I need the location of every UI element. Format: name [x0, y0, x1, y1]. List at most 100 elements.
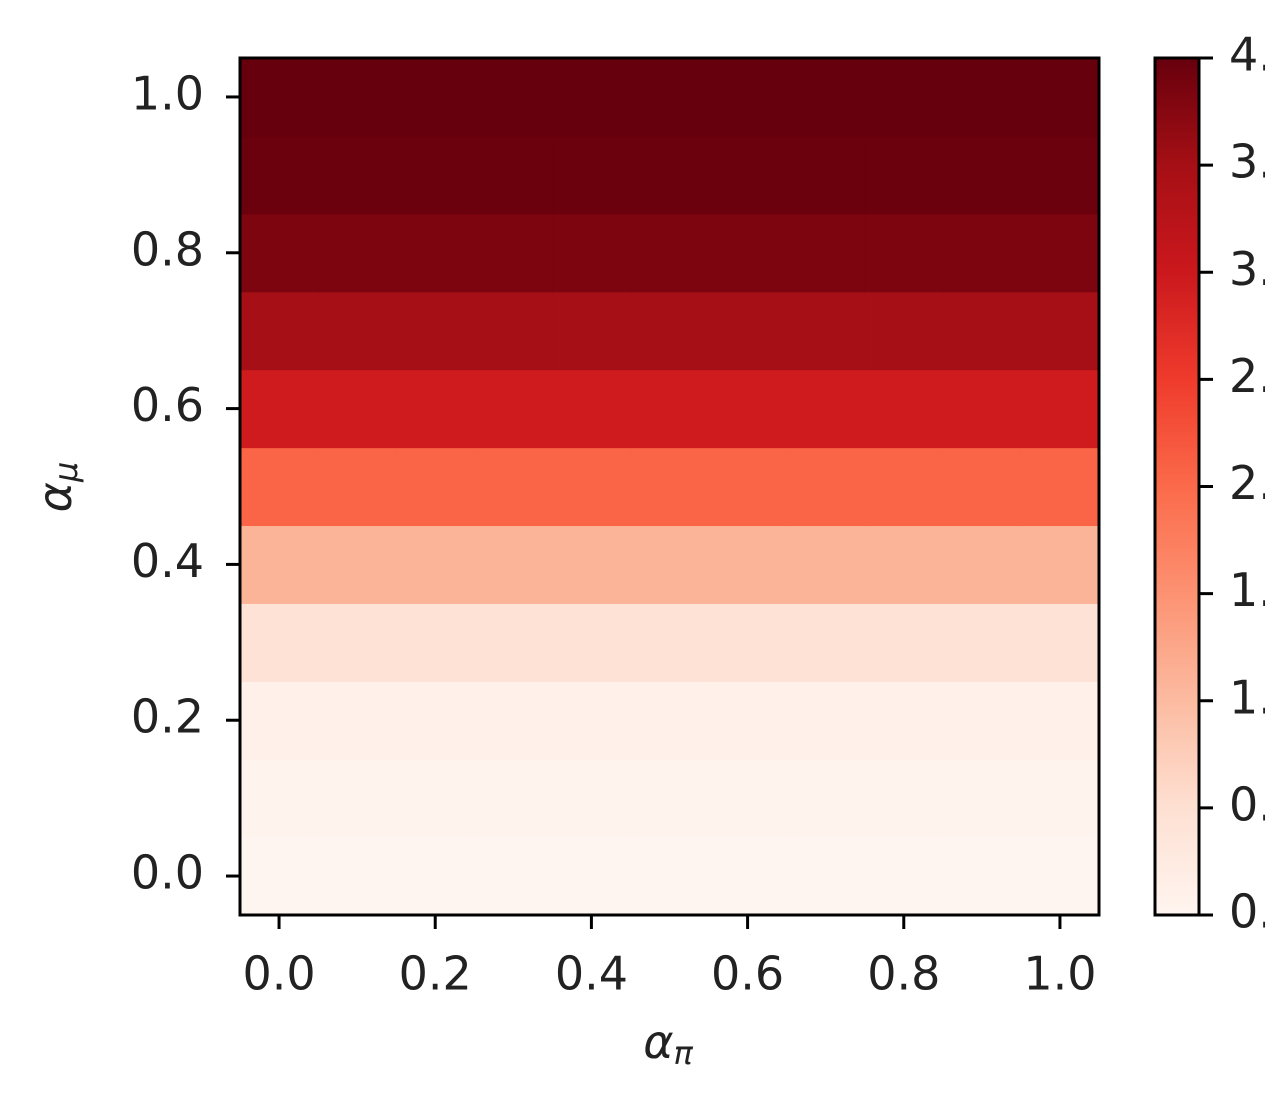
heatmap-cell	[942, 291, 1022, 371]
heatmap-cell	[1020, 447, 1100, 527]
heatmap-cell	[864, 213, 944, 293]
heatmap-cell	[318, 525, 397, 604]
heatmap-cell	[240, 603, 319, 682]
heatmap-cell	[786, 135, 866, 215]
heatmap-cell	[630, 213, 710, 293]
heatmap-cell	[864, 681, 944, 760]
y-tick-label: 0.6	[131, 378, 204, 432]
heatmap-cell	[630, 369, 710, 449]
heatmap-cell	[864, 369, 944, 449]
colorbar-tick-label: 0.5	[1229, 777, 1265, 831]
heatmap-cell	[942, 759, 1022, 838]
heatmap-cell	[1020, 58, 1100, 137]
heatmap-cell	[786, 759, 866, 838]
heatmap-cell	[396, 447, 475, 527]
heatmap-cell	[942, 369, 1022, 449]
heatmap-cell	[318, 291, 397, 371]
heatmap-cell	[318, 603, 397, 682]
heatmap-cell	[396, 369, 475, 449]
heatmap-cell	[630, 291, 710, 371]
heatmap-cell	[786, 837, 866, 916]
heatmap-cell	[942, 681, 1022, 760]
heatmap-cell	[552, 291, 632, 371]
heatmap-cell	[864, 525, 944, 604]
x-tick-label: 0.2	[399, 947, 472, 1001]
heatmap-cell	[552, 447, 632, 527]
heatmap-cell	[942, 447, 1022, 527]
heatmap-cell	[240, 837, 319, 916]
heatmap-cell	[864, 759, 944, 838]
heatmap-cell	[864, 603, 944, 682]
heatmap-cell	[708, 603, 788, 682]
heatmap-cell	[864, 447, 944, 527]
heatmap-cell	[708, 525, 788, 604]
heatmap-cell	[240, 213, 319, 293]
heatmap-cell	[318, 759, 397, 838]
heatmap-cell	[864, 58, 944, 137]
heatmap-cell	[474, 135, 553, 215]
heatmap-cell	[942, 213, 1022, 293]
heatmap-cell	[318, 135, 397, 215]
x-label-symbol: α	[643, 1015, 673, 1069]
heatmap-cell	[318, 58, 397, 137]
heatmap-cell	[240, 525, 319, 604]
y-tick-label: 0.4	[131, 534, 204, 588]
heatmap-cell	[708, 681, 788, 760]
x-tick-label: 0.0	[242, 947, 315, 1001]
heatmap-cell	[630, 759, 710, 838]
heatmap-cell	[864, 135, 944, 215]
heatmap-cell	[1020, 369, 1100, 449]
heatmap-cell	[474, 837, 553, 916]
heatmap-cell	[396, 603, 475, 682]
heatmap-cell	[474, 58, 553, 137]
heatmap-cell	[396, 291, 475, 371]
x-tick-label: 0.6	[711, 947, 784, 1001]
heatmap-cell	[474, 447, 553, 527]
heatmap-cell	[1020, 759, 1100, 838]
heatmap-cell	[474, 759, 553, 838]
colorbar-tick-label: 3.5	[1229, 135, 1265, 189]
heatmap-cell	[942, 525, 1022, 604]
heatmap-cell	[864, 837, 944, 916]
x-tick-label: 1.0	[1023, 947, 1096, 1001]
heatmap-cell	[240, 58, 319, 137]
heatmap-cell	[552, 837, 632, 916]
y-tick-label: 0.8	[131, 222, 204, 276]
heatmap-cell	[396, 681, 475, 760]
heatmap-cell	[708, 213, 788, 293]
heatmap-cell	[1020, 213, 1100, 293]
colorbar-tick-label: 0.0	[1229, 885, 1265, 939]
heatmap-cell	[552, 759, 632, 838]
heatmap-cell	[708, 58, 788, 137]
heatmap-cell	[942, 58, 1022, 137]
x-axis-label: απ	[643, 1015, 693, 1073]
heatmap-cell	[240, 759, 319, 838]
heatmap-cell	[396, 837, 475, 916]
heatmap-cell	[1020, 525, 1100, 604]
heatmap-cell	[942, 135, 1022, 215]
colorbar-tick-label: 3.0	[1229, 242, 1265, 296]
heatmap-cell	[474, 681, 553, 760]
heatmap-cell	[552, 58, 632, 137]
heatmap-cell	[1020, 135, 1100, 215]
heatmap-cell	[240, 447, 319, 527]
heatmap-cell	[786, 603, 866, 682]
heatmap-cell	[552, 135, 632, 215]
heatmap-cell	[240, 369, 319, 449]
heatmap-cell	[786, 369, 866, 449]
heatmap-cell	[630, 681, 710, 760]
heatmap-cell	[474, 525, 553, 604]
heatmap-cell	[552, 213, 632, 293]
heatmap-cell	[786, 213, 866, 293]
heatmap-cell	[474, 213, 553, 293]
heatmap-cell	[708, 369, 788, 449]
heatmap-cell	[1020, 603, 1100, 682]
heatmap-cells	[240, 58, 1100, 916]
heatmap-cell	[474, 369, 553, 449]
heatmap-cell	[396, 58, 475, 137]
heatmap-cell	[396, 525, 475, 604]
heatmap-cell	[318, 681, 397, 760]
colorbar-tick-label: 2.5	[1229, 349, 1265, 403]
